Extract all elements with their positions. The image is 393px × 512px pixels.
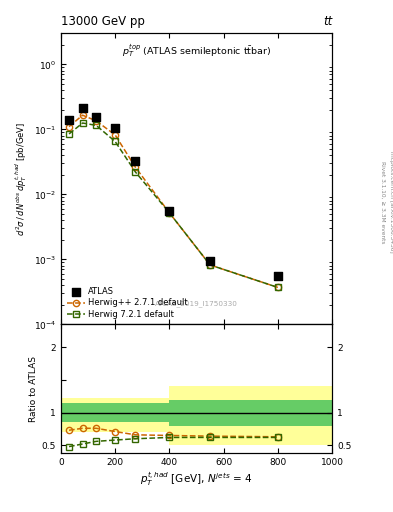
Legend: ATLAS, Herwig++ 2.7.1 default, Herwig 7.2.1 default: ATLAS, Herwig++ 2.7.1 default, Herwig 7.… <box>65 286 190 320</box>
ATLAS <box>79 104 86 113</box>
Bar <box>61 398 115 432</box>
Herwig 7.2.1 default <box>167 210 172 216</box>
Y-axis label: Ratio to ATLAS: Ratio to ATLAS <box>29 356 37 422</box>
Text: mcplots.cern.ch [arXiv:1306.3436]: mcplots.cern.ch [arXiv:1306.3436] <box>389 152 393 253</box>
ATLAS <box>207 257 213 265</box>
Y-axis label: $d^2\sigma\,/\,dN^{obs}\,dp_T^{t,had}$ [pb/GeV]: $d^2\sigma\,/\,dN^{obs}\,dp_T^{t,had}$ [… <box>14 122 29 236</box>
Herwig++ 2.7.1 default <box>80 112 85 118</box>
Herwig++ 2.7.1 default <box>67 123 72 130</box>
Herwig++ 2.7.1 default <box>167 210 172 216</box>
Text: $p_T^{top}$ (ATLAS semileptonic t$\bar{\rm t}$bar): $p_T^{top}$ (ATLAS semileptonic t$\bar{\… <box>122 42 271 59</box>
Herwig 7.2.1 default <box>208 262 212 268</box>
Line: Herwig++ 2.7.1 default: Herwig++ 2.7.1 default <box>66 112 281 290</box>
Herwig 7.2.1 default <box>275 284 280 290</box>
Herwig 7.2.1 default <box>133 169 138 175</box>
Bar <box>115 398 169 432</box>
Herwig 7.2.1 default <box>80 120 85 126</box>
Herwig++ 2.7.1 default <box>94 118 99 124</box>
Text: ATLAS_2019_I1750330: ATLAS_2019_I1750330 <box>155 300 238 307</box>
Herwig++ 2.7.1 default <box>208 262 212 268</box>
Herwig++ 2.7.1 default <box>133 164 138 170</box>
Herwig++ 2.7.1 default <box>275 284 280 290</box>
ATLAS <box>66 116 72 124</box>
Text: 13000 GeV pp: 13000 GeV pp <box>61 15 145 28</box>
ATLAS <box>166 207 173 216</box>
Bar <box>169 399 332 425</box>
Herwig 7.2.1 default <box>113 138 118 144</box>
ATLAS <box>132 157 139 165</box>
Line: Herwig 7.2.1 default: Herwig 7.2.1 default <box>66 120 281 290</box>
ATLAS <box>112 124 118 132</box>
Bar <box>61 403 115 422</box>
Bar <box>169 387 332 445</box>
Herwig++ 2.7.1 default <box>113 132 118 138</box>
ATLAS <box>275 272 281 281</box>
Herwig 7.2.1 default <box>67 131 72 137</box>
Text: tt: tt <box>323 15 332 28</box>
X-axis label: $p_T^{t,had}$ [GeV], $N^{jets}$ = 4: $p_T^{t,had}$ [GeV], $N^{jets}$ = 4 <box>140 471 253 488</box>
Bar <box>115 403 169 422</box>
Herwig 7.2.1 default <box>94 122 99 129</box>
Text: Rivet 3.1.10, ≥ 3.3M events: Rivet 3.1.10, ≥ 3.3M events <box>381 161 386 244</box>
ATLAS <box>93 113 99 121</box>
